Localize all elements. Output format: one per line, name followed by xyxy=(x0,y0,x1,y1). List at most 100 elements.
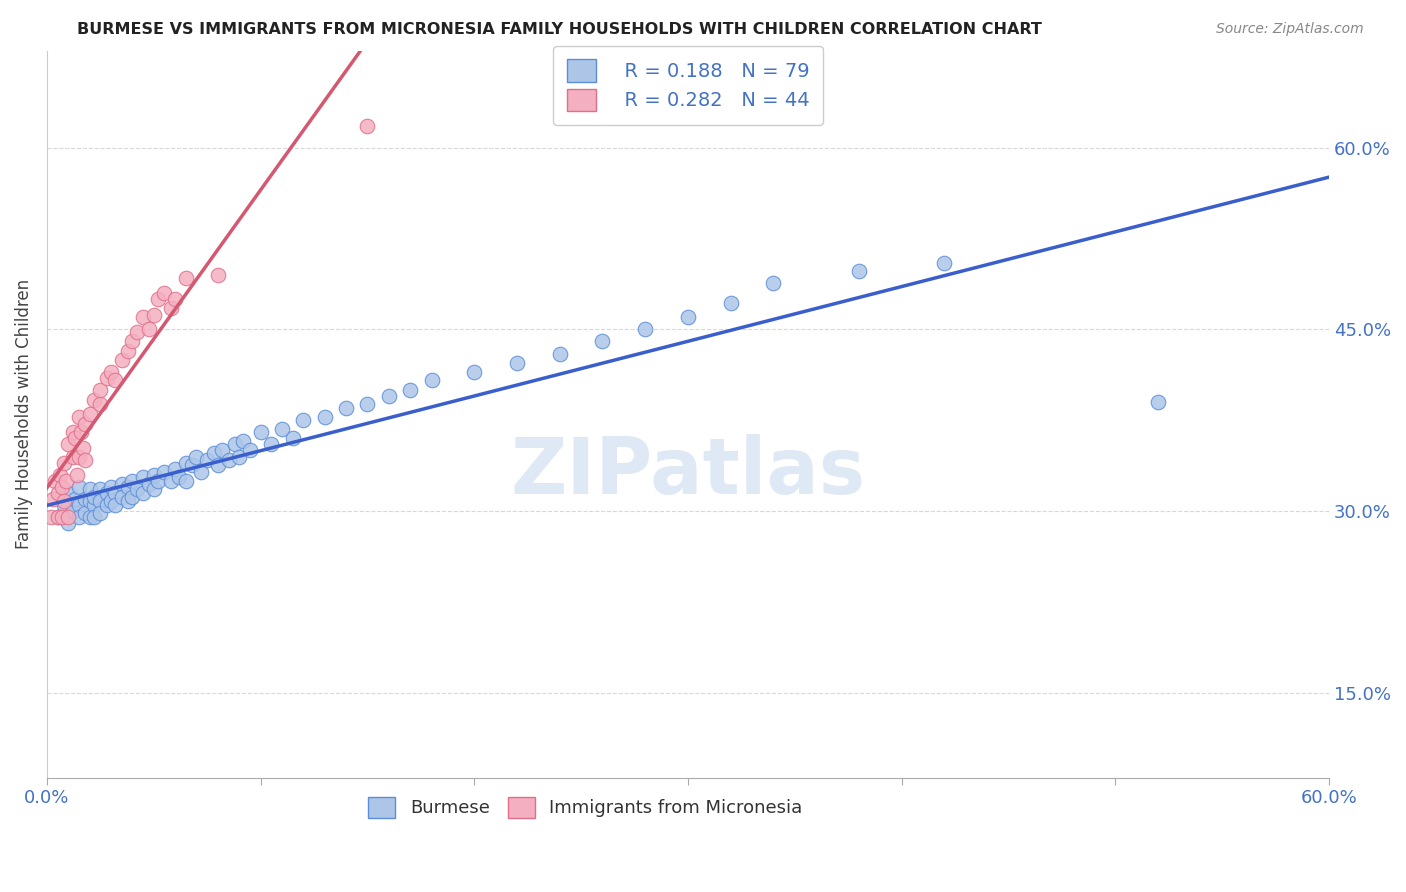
Point xyxy=(62,425,84,440)
Point xyxy=(75,491,97,506)
Point xyxy=(58,510,80,524)
Point xyxy=(79,482,101,496)
Point xyxy=(48,467,70,482)
Point xyxy=(174,271,197,285)
Point xyxy=(67,409,90,424)
Point xyxy=(146,474,169,488)
Text: Source: ZipAtlas.com: Source: ZipAtlas.com xyxy=(1216,22,1364,37)
Point xyxy=(58,516,80,530)
Point xyxy=(46,510,69,524)
Point xyxy=(62,450,84,464)
Point xyxy=(53,498,76,512)
Point xyxy=(202,446,225,460)
Point xyxy=(142,467,165,482)
Point xyxy=(676,310,699,325)
Point xyxy=(46,510,69,524)
Text: BURMESE VS IMMIGRANTS FROM MICRONESIA FAMILY HOUSEHOLDS WITH CHILDREN CORRELATIO: BURMESE VS IMMIGRANTS FROM MICRONESIA FA… xyxy=(77,22,1042,37)
Point xyxy=(121,490,143,504)
Point xyxy=(51,510,73,524)
Point xyxy=(55,474,77,488)
Point xyxy=(335,401,357,415)
Point xyxy=(53,494,76,508)
Point xyxy=(132,310,155,325)
Point xyxy=(83,510,105,524)
Point xyxy=(42,491,65,506)
Y-axis label: Family Households with Children: Family Households with Children xyxy=(15,279,32,549)
Point xyxy=(934,255,956,269)
Point xyxy=(174,456,197,470)
Point xyxy=(83,392,105,407)
Point xyxy=(75,507,97,521)
Point xyxy=(96,486,118,500)
Point xyxy=(96,498,118,512)
Point xyxy=(67,498,90,512)
Point xyxy=(117,344,139,359)
Point xyxy=(121,474,143,488)
Point xyxy=(314,409,336,424)
Point xyxy=(75,417,97,431)
Point xyxy=(58,437,80,451)
Point xyxy=(89,494,111,508)
Point xyxy=(67,450,90,464)
Point xyxy=(39,510,62,524)
Point xyxy=(146,292,169,306)
Point xyxy=(186,450,208,464)
Point xyxy=(142,482,165,496)
Point xyxy=(104,486,127,500)
Point xyxy=(848,264,870,278)
Text: ZIPatlas: ZIPatlas xyxy=(510,434,866,510)
Point xyxy=(117,480,139,494)
Point xyxy=(63,491,86,506)
Point xyxy=(83,490,105,504)
Point xyxy=(104,373,127,387)
Point xyxy=(62,504,84,518)
Point xyxy=(89,507,111,521)
Point xyxy=(165,292,187,306)
Point xyxy=(67,480,90,494)
Point xyxy=(138,477,160,491)
Point xyxy=(720,295,742,310)
Point xyxy=(142,308,165,322)
Point xyxy=(89,482,111,496)
Point xyxy=(153,285,176,300)
Point xyxy=(96,371,118,385)
Point xyxy=(104,498,127,512)
Point xyxy=(165,461,187,475)
Point xyxy=(153,465,176,479)
Point xyxy=(181,458,204,472)
Point xyxy=(207,458,229,472)
Point xyxy=(271,422,294,436)
Point xyxy=(111,477,134,491)
Point xyxy=(51,480,73,494)
Point xyxy=(100,494,122,508)
Point xyxy=(159,474,181,488)
Point xyxy=(506,356,529,370)
Point xyxy=(111,352,134,367)
Point xyxy=(399,383,422,397)
Point xyxy=(125,482,148,496)
Point xyxy=(63,431,86,445)
Point xyxy=(378,389,401,403)
Point xyxy=(592,334,614,349)
Legend: Burmese, Immigrants from Micronesia: Burmese, Immigrants from Micronesia xyxy=(360,788,811,827)
Point xyxy=(548,346,571,360)
Point xyxy=(79,407,101,421)
Point xyxy=(195,453,218,467)
Point xyxy=(260,437,283,451)
Point xyxy=(79,510,101,524)
Point xyxy=(83,498,105,512)
Point xyxy=(190,465,212,479)
Point xyxy=(44,474,66,488)
Point xyxy=(174,474,197,488)
Point xyxy=(89,383,111,397)
Point xyxy=(58,486,80,500)
Point xyxy=(249,425,271,440)
Point xyxy=(75,453,97,467)
Point xyxy=(281,431,304,445)
Point xyxy=(67,510,90,524)
Point xyxy=(70,425,93,440)
Point xyxy=(159,301,181,315)
Point xyxy=(89,397,111,411)
Point xyxy=(634,322,657,336)
Point xyxy=(53,456,76,470)
